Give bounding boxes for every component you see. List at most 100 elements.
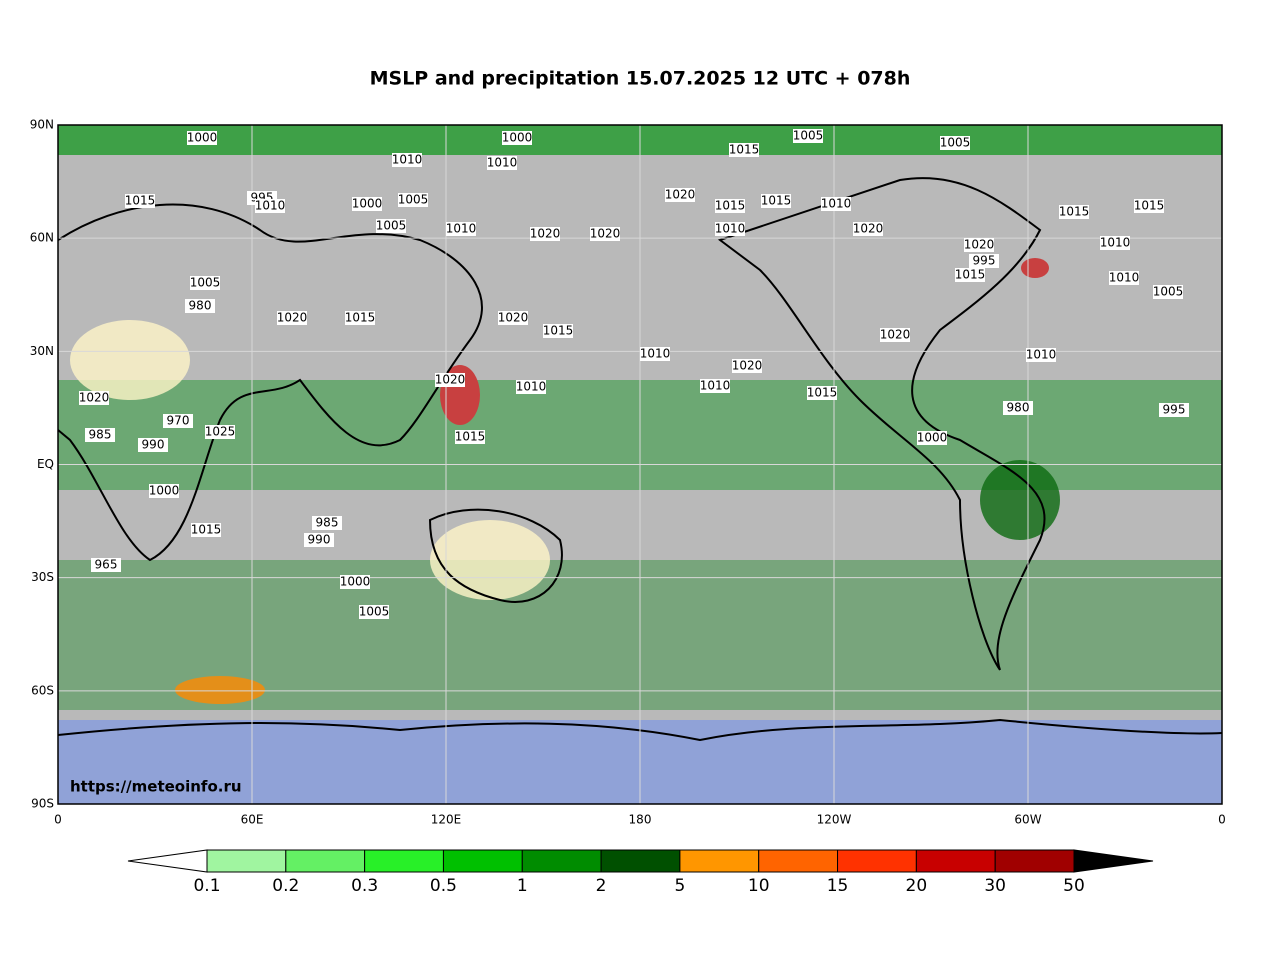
colorbar-box: [364, 849, 444, 873]
isobar-label: 1015: [191, 523, 222, 537]
isobar-label-bg: [761, 194, 791, 208]
isobar-label: 1015: [715, 199, 746, 213]
isobar-label-bg: [807, 386, 837, 400]
isobar-label: 1005: [376, 219, 407, 233]
isobar-label: 980: [1007, 401, 1030, 415]
colorbar-box: [206, 849, 287, 873]
isobar-label-bg: [205, 425, 235, 439]
isobar-label-bg: [969, 254, 999, 268]
isobar-label: 1000: [917, 431, 948, 445]
isobar-label-bg: [729, 143, 759, 157]
isobar-label-bg: [392, 153, 422, 167]
isobar-label-bg: [91, 558, 121, 572]
isobar-label-bg: [435, 373, 465, 387]
isobar-label: 1020: [498, 311, 529, 325]
isobar-label-bg: [312, 516, 342, 530]
isobar-label-bg: [255, 199, 285, 213]
isobar-label: 1005: [940, 136, 971, 150]
isobar-label: 1020: [79, 391, 110, 405]
isobar-label-bg: [455, 430, 485, 444]
isobar-label-bg: [163, 414, 193, 428]
title: MSLP and precipitation 15.07.2025 12 UTC…: [370, 68, 911, 90]
isobar-label: 1010: [1109, 271, 1140, 285]
antarctica: [58, 718, 1222, 742]
isobar-label: 1000: [149, 484, 180, 498]
colorbar-box: [600, 849, 681, 873]
colorbar-label: 1: [517, 876, 528, 896]
isobar-label-bg: [149, 484, 179, 498]
isobar-label-bg: [516, 380, 546, 394]
colorbar-label: 15: [827, 876, 849, 896]
isobar-label: 1015: [729, 143, 760, 157]
isobar-label-bg: [590, 227, 620, 241]
isobar-label-bg: [79, 391, 109, 405]
isobar-label: 1000: [187, 131, 218, 145]
isobar-label: 1010: [715, 222, 746, 236]
isobar-label: 1020: [277, 311, 308, 325]
colorbar-label: 0.1: [193, 876, 220, 896]
isobar-label-bg: [665, 188, 695, 202]
isobar-label-bg: [530, 227, 560, 241]
isobar-label: 1010: [516, 380, 547, 394]
isobar-label: 1000: [352, 197, 383, 211]
colorbar-box: [837, 849, 917, 873]
lon-label: 0: [54, 813, 62, 827]
isobar-label: 1020: [530, 227, 561, 241]
colorbar-box: [915, 849, 996, 873]
isobar-label-bg: [821, 197, 851, 211]
colorbar-label: 5: [674, 876, 685, 896]
isobar-label: 1010: [446, 222, 477, 236]
isobar-label: 990: [308, 533, 331, 547]
isobar-label-bg: [138, 438, 168, 452]
isobar-label-bg: [187, 131, 217, 145]
isobar-label: 980: [189, 299, 212, 313]
isobar-label: 1005: [793, 129, 824, 143]
isobar-label-bg: [304, 533, 334, 547]
lon-label: 120W: [817, 813, 852, 827]
coastlines: [58, 177, 1222, 742]
lon-label: 120E: [431, 813, 462, 827]
isobar-label: 970: [167, 414, 190, 428]
isobar-label-bg: [955, 268, 985, 282]
lat-label: 60S: [31, 683, 54, 697]
isobar-label: 1015: [345, 311, 376, 325]
colorbar-box: [521, 849, 602, 873]
isobar-label-bg: [715, 222, 745, 236]
isobar-label: 1025: [205, 425, 236, 439]
isobar-label-bg: [1100, 236, 1130, 250]
colorbar-label: 0.3: [351, 876, 378, 896]
lon-label: 60W: [1014, 813, 1041, 827]
isobar-label: 1020: [880, 328, 911, 342]
isobar-label: 1020: [435, 373, 466, 387]
watermark: https://meteoinfo.ru: [70, 778, 242, 796]
eurasia-africa: [58, 203, 483, 562]
isobar-label: 1015: [125, 194, 156, 208]
isobar-label: 1010: [1100, 236, 1131, 250]
isobar-label: 1005: [190, 276, 221, 290]
isobar-label-bg: [191, 523, 221, 537]
isobar-label: 1020: [665, 188, 696, 202]
isobar-label: 1015: [1134, 199, 1165, 213]
isobar-label-bg: [880, 328, 910, 342]
isobar-label-bg: [964, 238, 994, 252]
isobar-label-bg: [85, 428, 115, 442]
isobar-label: 1000: [340, 575, 371, 589]
colorbar-label: 50: [1063, 876, 1085, 896]
lat-label: 90S: [31, 797, 54, 811]
isobar-label: 1020: [964, 238, 995, 252]
isobar-label-bg: [190, 276, 220, 290]
storm-band: [175, 676, 265, 704]
isobar-label-bg: [1159, 403, 1189, 417]
isobar-label: 985: [316, 516, 339, 530]
isobar-label-bg: [1059, 205, 1089, 219]
colorbar-under: [127, 849, 208, 873]
isobar-label-bg: [732, 359, 762, 373]
isobar-label-bg: [1109, 271, 1139, 285]
isobar-label-bg: [1026, 348, 1056, 362]
isobar-label: 1020: [590, 227, 621, 241]
isobar-label-bg: [917, 431, 947, 445]
colorbar-box: [679, 849, 760, 873]
isobar-label-bg: [352, 197, 382, 211]
isobar-label: 1010: [255, 199, 286, 213]
